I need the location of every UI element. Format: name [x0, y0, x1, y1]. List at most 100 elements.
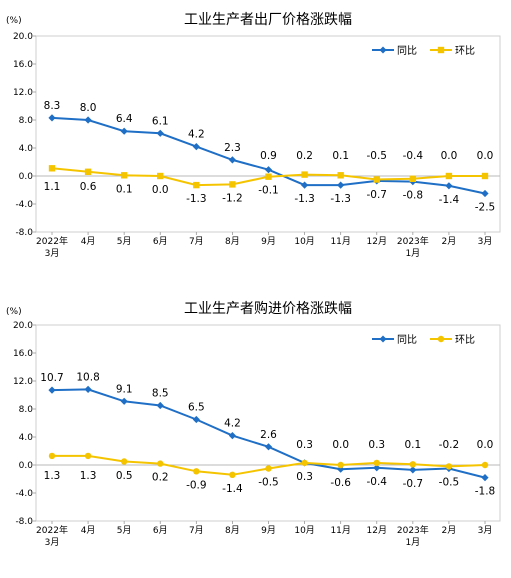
data-label-bottom: -0.5	[439, 477, 460, 489]
data-label-bottom: -0.5	[258, 477, 279, 489]
chart-ppi-purchase: 工业生产者购进价格涨跌幅 (%) 20.0 16.0 12.0 8.0 4.0 0.0 -4.0…	[6, 301, 501, 548]
data-label-bottom: -0.9	[186, 479, 207, 491]
y-tick-label: 16.0	[13, 349, 33, 359]
x-tick-label: 7月	[189, 236, 204, 247]
data-label-top: 0.3	[296, 439, 313, 451]
data-label-bottom: 0.2	[152, 472, 169, 484]
data-point-mom	[193, 181, 200, 189]
data-point-yoy	[300, 181, 309, 189]
x-tick-label: 2023年	[397, 524, 429, 536]
data-point-mom	[48, 452, 56, 460]
x-tick-label: 10月	[294, 236, 314, 247]
data-label-top: 4.2	[188, 129, 205, 141]
x-tick-label: 10月	[294, 525, 314, 536]
data-label-bottom: 1.3	[44, 470, 61, 482]
chart-title: 工业生产者购进价格涨跌幅	[184, 301, 352, 317]
data-point-mom	[373, 459, 380, 467]
data-label-bottom: -2.5	[475, 202, 496, 214]
data-label-top: 10.7	[40, 372, 63, 384]
data-point-yoy	[84, 116, 92, 124]
y-axis-unit: (%)	[6, 307, 22, 317]
legend-label-yoy: 同比	[397, 334, 417, 346]
data-point-yoy	[228, 432, 237, 440]
x-tick-label: 5月	[117, 525, 132, 536]
plot-area-frame	[35, 35, 501, 233]
data-point-yoy	[84, 385, 92, 393]
data-label-top: 10.8	[76, 371, 99, 383]
x-tick-label: 11月	[330, 236, 350, 247]
x-tick-label: 12月	[367, 236, 387, 247]
data-label-top: 6.5	[188, 402, 205, 414]
data-label-top: 8.0	[80, 102, 97, 114]
y-axis-unit: (%)	[6, 16, 22, 26]
x-tick-label: 4月	[81, 236, 96, 247]
data-label-top: 0.0	[441, 150, 458, 162]
legend-marker	[379, 46, 387, 54]
x-tick-label: 2022年	[36, 235, 68, 247]
x-tick-label: 4月	[81, 525, 96, 536]
data-point-yoy	[264, 443, 273, 451]
data-point-mom	[84, 168, 92, 175]
data-point-mom	[337, 172, 344, 179]
data-label-bottom: 0.0	[152, 184, 169, 196]
data-label-top: -0.2	[439, 439, 460, 451]
data-label-bottom: 1.3	[80, 470, 97, 482]
data-label-bottom: 0.5	[116, 470, 133, 482]
x-tick-label: 2023年	[397, 235, 429, 247]
data-point-mom	[481, 461, 489, 469]
data-point-yoy	[192, 415, 200, 424]
data-label-top: 6.1	[152, 115, 169, 127]
legend-label-mom: 环比	[455, 334, 475, 346]
chart-title: 工业生产者出厂价格涨跌幅	[184, 12, 352, 28]
data-label-bottom: 0.1	[116, 183, 133, 195]
data-label-top: 0.0	[332, 439, 349, 451]
data-point-mom	[157, 460, 164, 467]
x-tick-label: 6月	[153, 525, 168, 536]
data-point-mom	[301, 459, 308, 467]
data-label-bottom: -1.3	[330, 193, 351, 205]
data-point-mom	[120, 172, 128, 179]
data-label-bottom: -1.3	[186, 193, 207, 205]
data-point-mom	[445, 172, 453, 180]
data-label-top: 2.3	[224, 142, 241, 154]
y-tick-label: 12.0	[13, 377, 33, 387]
data-label-top: 0.1	[332, 150, 349, 162]
data-point-yoy	[337, 181, 345, 189]
y-tick-label: 12.0	[13, 88, 33, 98]
data-label-bottom: -0.1	[258, 185, 279, 197]
x-tick-label: 1月	[405, 248, 420, 259]
data-label-bottom: -0.4	[367, 476, 388, 488]
x-tick-label: 3月	[45, 537, 60, 548]
y-tick-label: 4.0	[19, 144, 34, 154]
data-point-mom	[120, 458, 128, 465]
data-label-top: 6.4	[116, 113, 133, 125]
data-point-yoy	[156, 129, 164, 137]
data-label-bottom: -1.2	[222, 192, 243, 204]
legend-label-yoy: 同比	[397, 45, 417, 57]
x-tick-label: 2月	[442, 525, 457, 536]
data-point-mom	[193, 468, 200, 475]
legend-marker	[379, 335, 387, 343]
data-label-bottom: -0.6	[330, 477, 351, 489]
legend-marker	[437, 46, 445, 54]
x-tick-label: 9月	[261, 525, 276, 536]
data-point-mom	[373, 176, 380, 183]
data-point-mom	[229, 471, 236, 478]
data-label-top: -0.4	[403, 150, 424, 162]
data-label-bottom: -0.7	[403, 478, 424, 490]
data-label-bottom: -1.4	[222, 483, 243, 495]
data-point-mom	[409, 461, 417, 468]
data-label-bottom: 0.3	[296, 471, 313, 483]
data-point-mom	[481, 172, 489, 180]
data-label-bottom: 1.1	[44, 181, 61, 193]
y-tick-label: -8.0	[15, 228, 33, 238]
data-label-bottom: 0.6	[80, 181, 97, 193]
data-point-yoy	[120, 127, 128, 135]
data-point-mom	[301, 171, 308, 178]
data-label-top: 9.1	[116, 383, 133, 395]
x-tick-label: 9月	[261, 236, 276, 247]
data-label-top: 8.5	[152, 388, 169, 400]
y-tick-label: 20.0	[13, 321, 33, 331]
data-label-top: 0.9	[260, 150, 277, 162]
data-point-yoy	[120, 397, 128, 405]
